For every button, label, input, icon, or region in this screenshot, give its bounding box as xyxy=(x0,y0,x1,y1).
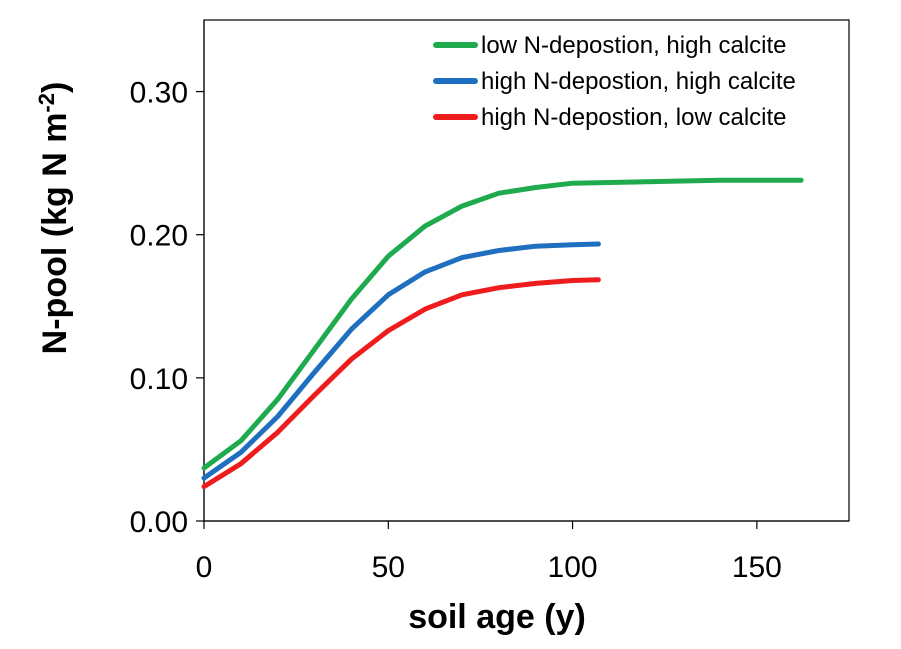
x-tick-label: 150 xyxy=(732,551,782,584)
x-ticks: 0 50 100 150 xyxy=(196,521,782,584)
legend-label-1: low N-depostion, high calcite xyxy=(481,32,787,59)
y-tick-label: 0.30 xyxy=(130,77,188,110)
y-tick-label: 0.10 xyxy=(130,363,188,396)
series-line-1 xyxy=(201,177,804,471)
legend: low N-depostion, high calcite high N-depo… xyxy=(433,32,796,131)
series-line-2 xyxy=(201,241,601,481)
y-axis-title: N-pool (kg N m-2) xyxy=(34,82,75,355)
x-axis: 0 50 100 150 xyxy=(196,520,849,584)
y-axis-title-superscript: -2 xyxy=(34,93,59,113)
y-tick-label: 0.20 xyxy=(130,220,188,253)
y-axis-title-close: ) xyxy=(36,82,74,93)
plot-area-frame xyxy=(203,19,850,522)
legend-label-2: high N-depostion, high calcite xyxy=(481,68,796,95)
x-tick-label: 50 xyxy=(372,551,405,584)
series-lines xyxy=(201,177,804,490)
legend-label-3: high N-depostion, low calcite xyxy=(481,104,787,131)
y-axis: 0.00 0.10 0.20 0.30 xyxy=(130,20,205,539)
x-tick-label: 100 xyxy=(548,551,598,584)
y-tick-label: 0.00 xyxy=(130,506,188,539)
x-tick-label: 0 xyxy=(196,551,213,584)
series-line-3 xyxy=(201,277,601,490)
y-axis-title-main: N-pool (kg N m xyxy=(36,113,74,355)
x-axis-title: soil age (y) xyxy=(408,598,586,636)
y-ticks: 0.00 0.10 0.20 0.30 xyxy=(130,77,204,539)
